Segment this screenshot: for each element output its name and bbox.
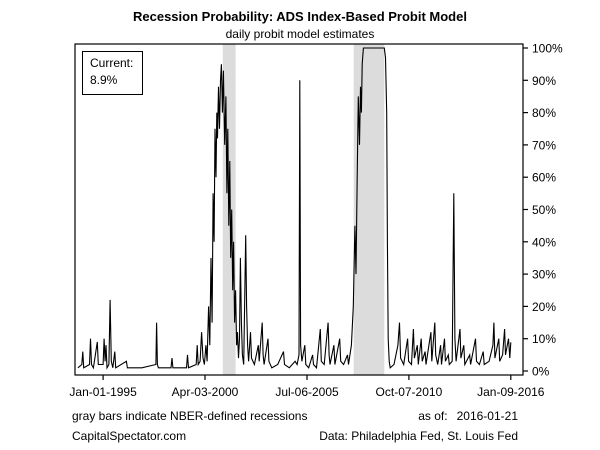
y-tick-label: 0% bbox=[532, 365, 550, 379]
x-tick-label: Apr-03-2000 bbox=[172, 385, 239, 399]
chart-title: Recession Probability: ADS Index-Based P… bbox=[133, 9, 467, 24]
x-tick-label: Jan-09-2016 bbox=[477, 385, 545, 399]
y-tick-label: 20% bbox=[532, 300, 556, 314]
y-tick-label: 60% bbox=[532, 171, 556, 185]
data-source: Data: Philadelphia Fed, St. Louis Fed bbox=[319, 429, 518, 443]
current-value: 8.9% bbox=[90, 73, 118, 87]
site-credit: CapitalSpectator.com bbox=[72, 429, 187, 443]
as-of-date: 2016-01-21 bbox=[456, 409, 518, 423]
y-tick-label: 50% bbox=[532, 203, 556, 217]
recession-bars-note: gray bars indicate NBER-defined recessio… bbox=[72, 409, 308, 423]
chart-subtitle: daily probit model estimates bbox=[225, 27, 375, 41]
y-tick-label: 70% bbox=[532, 138, 556, 152]
current-label: Current: bbox=[90, 56, 134, 70]
x-tick-label: Oct-07-2010 bbox=[376, 385, 443, 399]
current-annotation: Current: 8.9% bbox=[82, 51, 144, 95]
x-tick-label: Jul-06-2005 bbox=[275, 385, 339, 399]
recession-band bbox=[353, 44, 385, 375]
y-tick-label: 80% bbox=[532, 106, 556, 120]
y-tick-label: 100% bbox=[532, 42, 563, 56]
y-tick-label: 90% bbox=[532, 74, 556, 88]
x-tick-label: Jan-01-1995 bbox=[69, 385, 137, 399]
y-tick-label: 30% bbox=[532, 268, 556, 282]
y-tick-label: 10% bbox=[532, 332, 556, 346]
y-tick-label: 40% bbox=[532, 235, 556, 249]
probability-line bbox=[77, 47, 512, 370]
as-of-label: as of: bbox=[418, 409, 448, 423]
as-of-line: as of: 2016-01-21 bbox=[409, 409, 518, 423]
